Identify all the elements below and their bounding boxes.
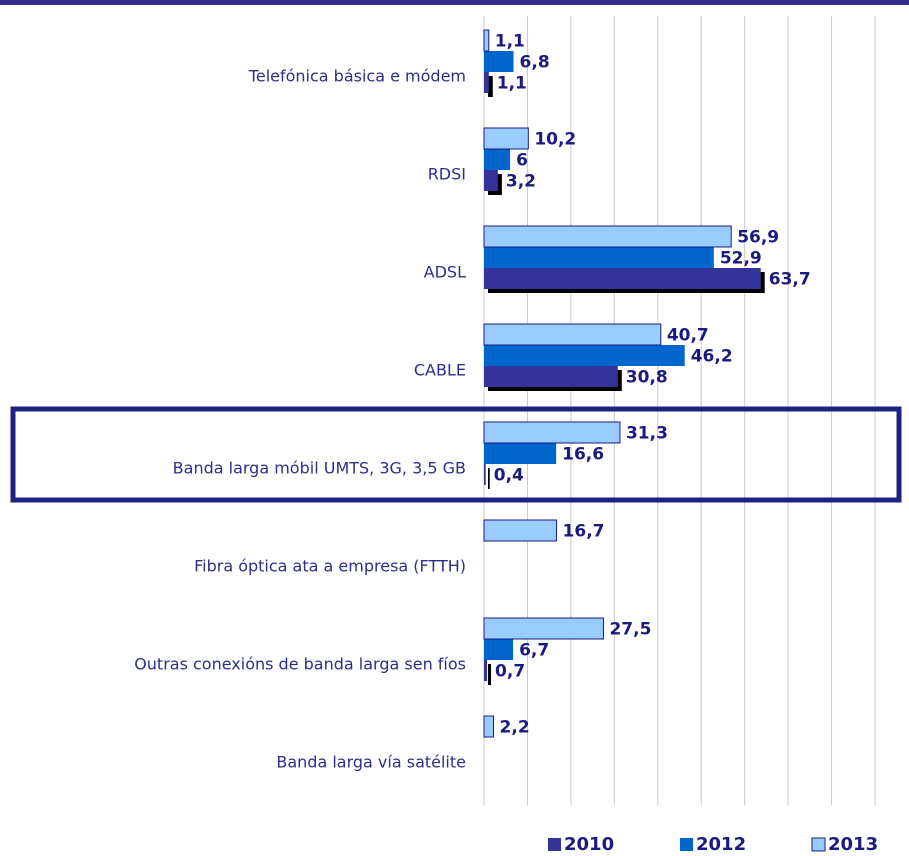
value-label: 16,7	[563, 522, 605, 542]
bar	[484, 345, 685, 366]
highlight-box	[10, 406, 902, 503]
category-label: Telefónica básica e módem	[248, 67, 466, 86]
category-label: Banda larga móbil UMTS, 3G, 3,5 GB	[173, 459, 466, 478]
legend-label: 2010	[564, 834, 614, 855]
bar	[484, 149, 511, 170]
bar	[483, 519, 558, 542]
category-label: RDSI	[428, 165, 466, 184]
value-label: 10,2	[534, 130, 576, 150]
bar	[484, 247, 714, 268]
value-label: 0,7	[495, 662, 525, 682]
value-label: 63,7	[769, 270, 811, 290]
category-label: ADSL	[424, 263, 466, 282]
legend-swatch	[811, 837, 826, 852]
value-label: 56,9	[737, 228, 779, 248]
value-label: 40,7	[667, 326, 709, 346]
value-label: 46,2	[691, 347, 733, 367]
value-label: 3,2	[506, 172, 536, 192]
value-label: 6,7	[519, 641, 549, 661]
value-label: 27,5	[609, 620, 651, 640]
bar	[483, 323, 662, 346]
value-label: 31,3	[626, 424, 668, 444]
category-label: Banda larga vía satélite	[276, 753, 466, 772]
category-label: CABLE	[414, 361, 466, 380]
bar	[484, 51, 514, 72]
bar	[484, 268, 761, 289]
bar-shadow	[488, 76, 493, 97]
legend-label: 2012	[696, 834, 746, 855]
bar	[484, 366, 618, 387]
bar-shadow	[488, 468, 490, 489]
category-label: Fibra óptica ata a empresa (FTTH)	[194, 557, 466, 576]
bar	[484, 72, 489, 93]
bar	[484, 660, 488, 681]
value-label: 6,8	[520, 53, 550, 73]
bar	[484, 639, 514, 660]
legend-swatch	[680, 838, 693, 851]
value-label: 6	[516, 151, 528, 171]
bar	[484, 464, 486, 485]
category-label: Outras conexións de banda larga sen fíos	[134, 655, 466, 674]
bar	[483, 421, 621, 444]
bar	[484, 170, 498, 191]
legend-label: 2013	[828, 834, 878, 855]
value-label: 52,9	[720, 249, 762, 269]
value-label: 2,2	[500, 718, 530, 738]
bar	[483, 225, 732, 248]
value-label: 30,8	[626, 368, 668, 388]
bar	[484, 443, 557, 464]
bar	[483, 715, 495, 738]
bars: 1,16,81,1 3,26 10,2 63,7 52,956,9 30,8 46,240,…	[483, 29, 811, 738]
top-rule	[0, 0, 909, 5]
value-label: 1,1	[497, 74, 527, 94]
bar	[483, 617, 604, 640]
value-label: 0,4	[494, 466, 524, 486]
bar	[483, 29, 490, 52]
legend-swatch	[548, 838, 561, 851]
bar	[483, 127, 529, 150]
value-label: 16,6	[562, 445, 604, 465]
bar-shadow	[488, 664, 492, 685]
value-label: 1,1	[495, 32, 525, 52]
